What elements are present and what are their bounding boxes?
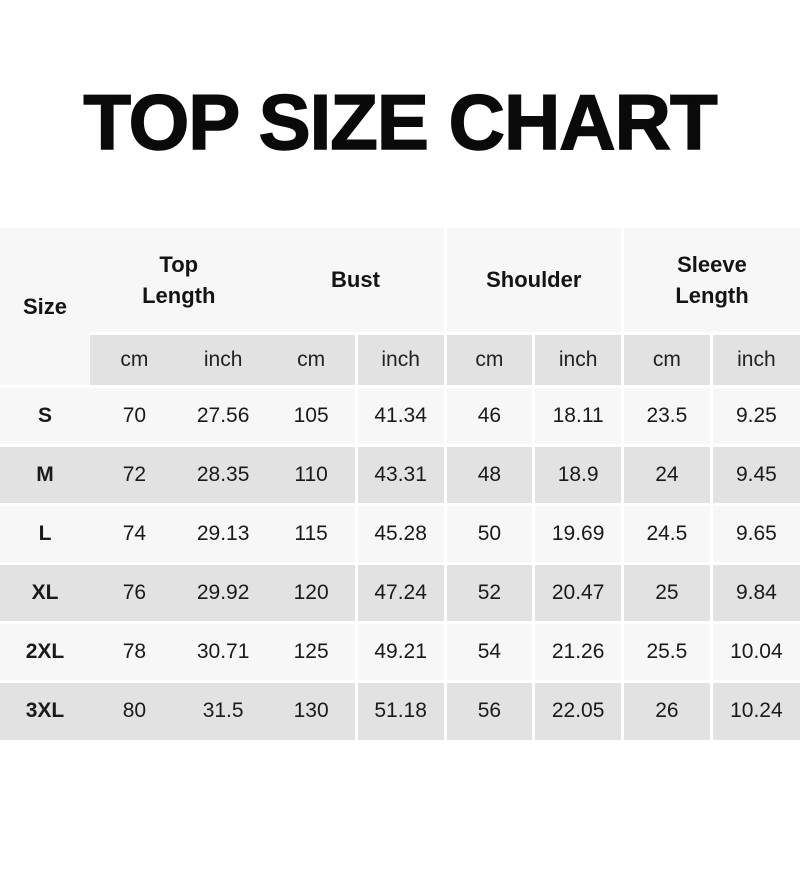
value-cell: 9.45 <box>711 445 800 504</box>
value-cell: 9.84 <box>711 563 800 622</box>
page-title: TOP SIZE CHART <box>0 70 800 174</box>
value-cell: 125 <box>268 622 357 681</box>
unit-header-bust-cm: cm <box>268 333 357 386</box>
value-cell: 24.5 <box>623 504 712 563</box>
value-cell: 25.5 <box>623 622 712 681</box>
value-cell: 70 <box>90 386 179 445</box>
group-header-top-length: Top Length <box>90 228 268 333</box>
value-cell: 46 <box>445 386 534 445</box>
size-chart-table: Size Top Length Bust Shoulder Sleeve Len… <box>0 228 800 740</box>
value-cell: 18.9 <box>534 445 623 504</box>
value-cell: 25 <box>623 563 712 622</box>
value-cell: 76 <box>90 563 179 622</box>
value-cell: 72 <box>90 445 179 504</box>
value-cell: 41.34 <box>356 386 445 445</box>
value-cell: 20.47 <box>534 563 623 622</box>
value-cell: 27.56 <box>179 386 268 445</box>
value-cell: 115 <box>268 504 357 563</box>
value-cell: 29.92 <box>179 563 268 622</box>
value-cell: 18.11 <box>534 386 623 445</box>
value-cell: 51.18 <box>356 681 445 740</box>
unit-header-top-length-inch: inch <box>179 333 268 386</box>
size-cell: XL <box>0 563 90 622</box>
value-cell: 9.25 <box>711 386 800 445</box>
value-cell: 54 <box>445 622 534 681</box>
unit-header-sleeve-cm: cm <box>623 333 712 386</box>
size-cell: M <box>0 445 90 504</box>
size-cell: 3XL <box>0 681 90 740</box>
value-cell: 47.24 <box>356 563 445 622</box>
value-cell: 30.71 <box>179 622 268 681</box>
size-cell: 2XL <box>0 622 90 681</box>
value-cell: 9.65 <box>711 504 800 563</box>
value-cell: 45.28 <box>356 504 445 563</box>
value-cell: 29.13 <box>179 504 268 563</box>
value-cell: 22.05 <box>534 681 623 740</box>
value-cell: 43.31 <box>356 445 445 504</box>
value-cell: 24 <box>623 445 712 504</box>
value-cell: 26 <box>623 681 712 740</box>
value-cell: 130 <box>268 681 357 740</box>
value-cell: 56 <box>445 681 534 740</box>
group-header-shoulder: Shoulder <box>445 228 623 333</box>
size-cell: S <box>0 386 90 445</box>
value-cell: 21.26 <box>534 622 623 681</box>
unit-header-bust-inch: inch <box>356 333 445 386</box>
value-cell: 74 <box>90 504 179 563</box>
value-cell: 10.04 <box>711 622 800 681</box>
value-cell: 120 <box>268 563 357 622</box>
unit-header-sleeve-inch: inch <box>711 333 800 386</box>
unit-header-shoulder-cm: cm <box>445 333 534 386</box>
value-cell: 31.5 <box>179 681 268 740</box>
size-cell: L <box>0 504 90 563</box>
size-column-header: Size <box>0 228 90 386</box>
group-header-bust: Bust <box>268 228 446 333</box>
value-cell: 19.69 <box>534 504 623 563</box>
value-cell: 78 <box>90 622 179 681</box>
value-cell: 10.24 <box>711 681 800 740</box>
value-cell: 28.35 <box>179 445 268 504</box>
units-header-row: cm inch cm inch cm inch cm inch <box>0 333 800 386</box>
value-cell: 52 <box>445 563 534 622</box>
group-header-sleeve-length: Sleeve Length <box>623 228 800 333</box>
value-cell: 105 <box>268 386 357 445</box>
unit-header-shoulder-inch: inch <box>534 333 623 386</box>
value-cell: 23.5 <box>623 386 712 445</box>
value-cell: 80 <box>90 681 179 740</box>
value-cell: 50 <box>445 504 534 563</box>
unit-header-top-length-cm: cm <box>90 333 179 386</box>
value-cell: 48 <box>445 445 534 504</box>
group-header-row: Size Top Length Bust Shoulder Sleeve Len… <box>0 228 800 333</box>
value-cell: 110 <box>268 445 357 504</box>
value-cell: 49.21 <box>356 622 445 681</box>
